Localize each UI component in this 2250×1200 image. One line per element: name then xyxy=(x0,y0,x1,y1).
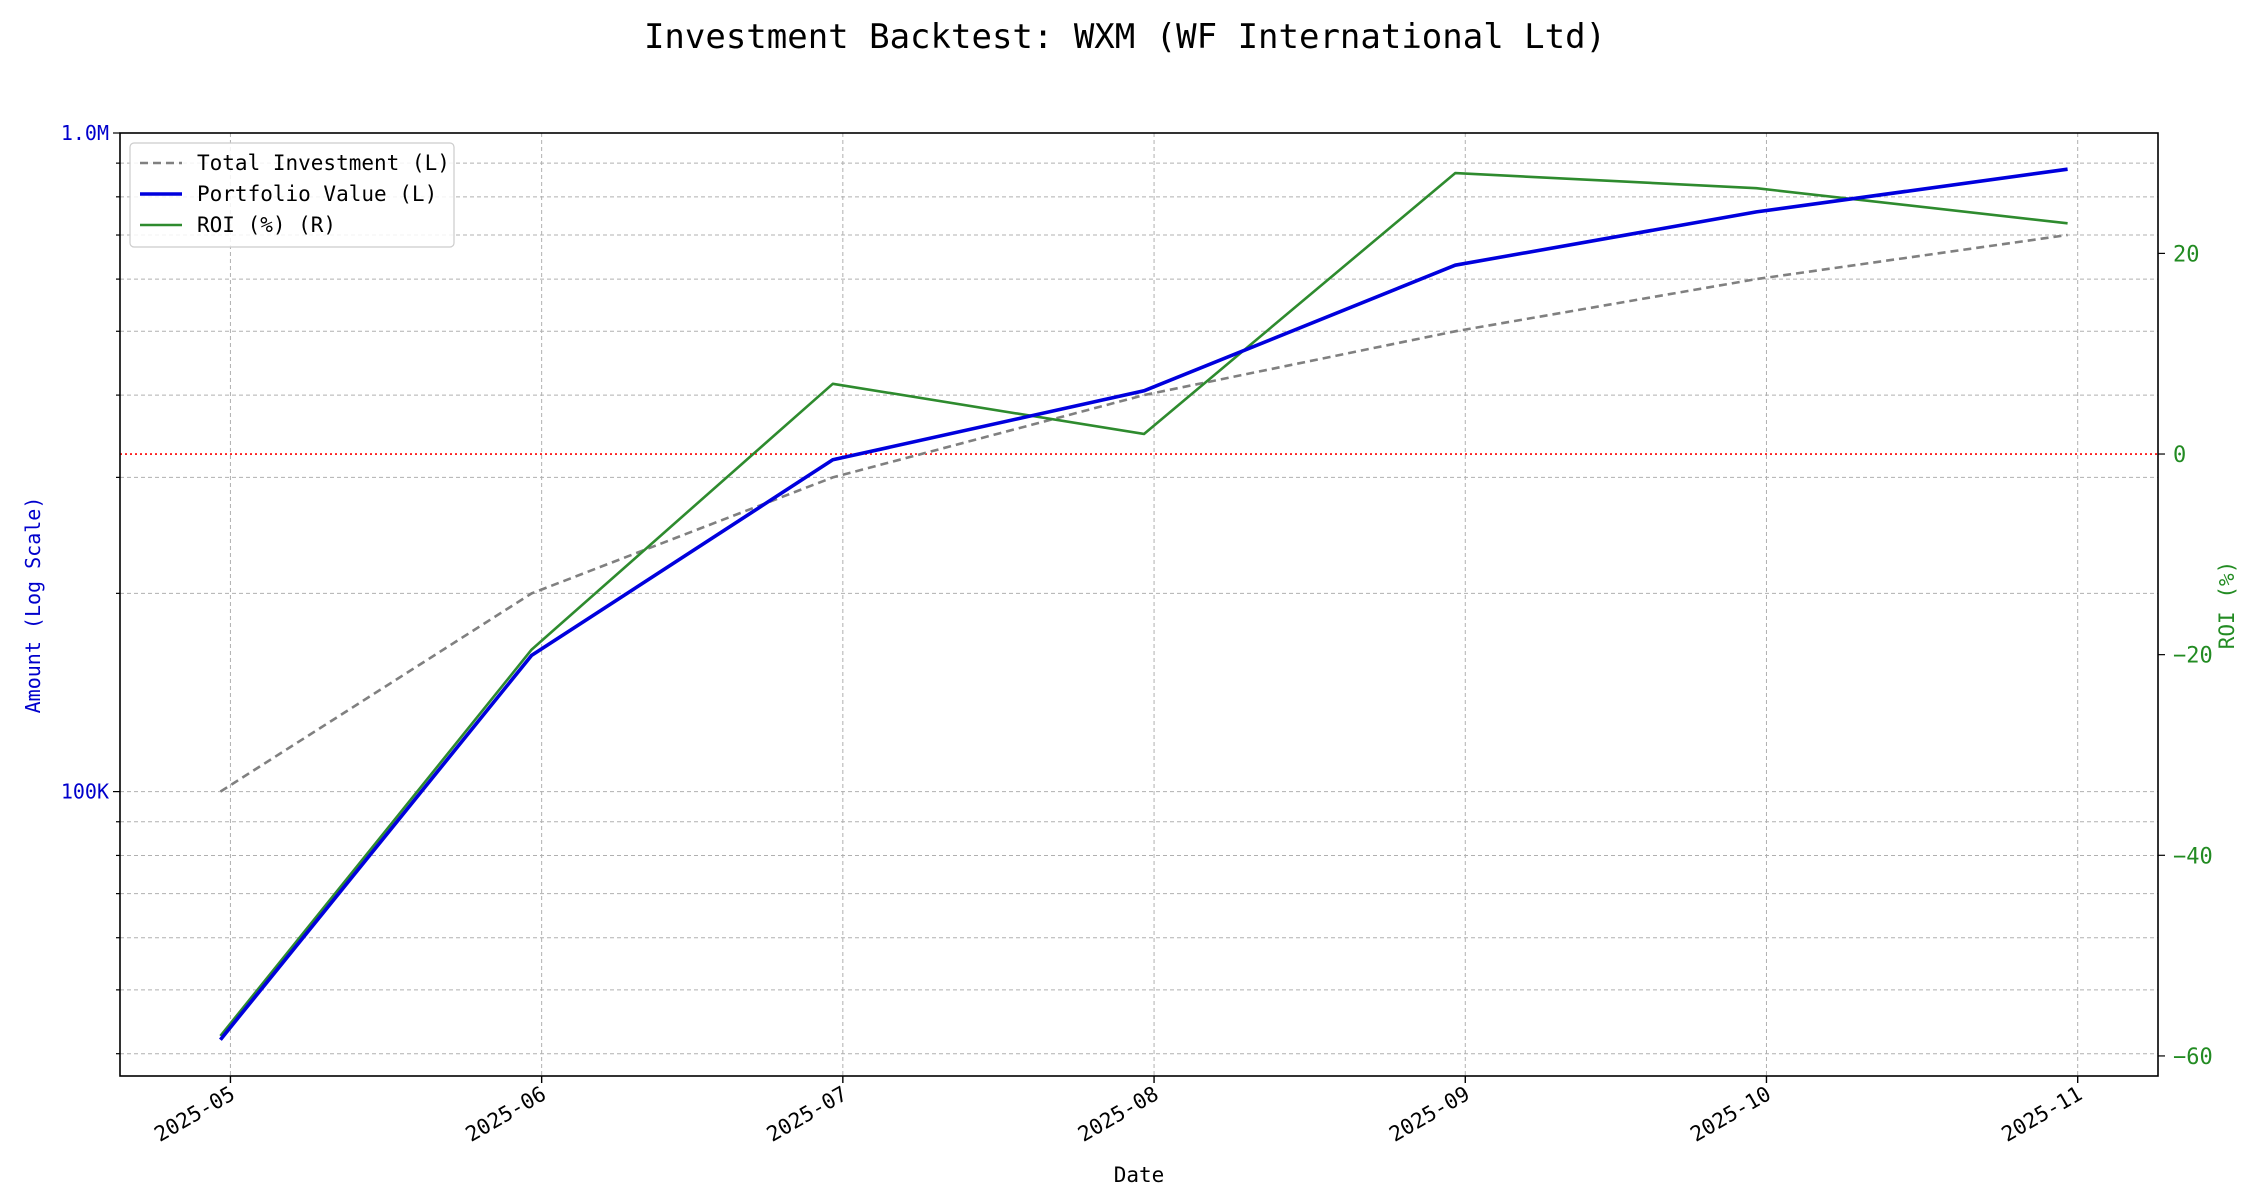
right-y-tick-label: 0 xyxy=(2173,443,2186,468)
left-y-axis-label: Amount (Log Scale) xyxy=(21,497,45,714)
right-y-tick-label: 20 xyxy=(2173,242,2200,267)
left-y-tick-label: 100K xyxy=(61,780,109,804)
series-line-total-investment-l xyxy=(219,233,2068,793)
x-tick-label: 2025-09 xyxy=(1385,1082,1474,1147)
x-axis: 2025-05 2025-06 2025-07 2025-08 2025-09 2025-… xyxy=(150,1076,2086,1147)
left-y-axis: 100K 1.0M xyxy=(61,121,120,1055)
series-line-portfolio-value-l xyxy=(219,167,2068,1041)
legend-label: ROI (%) (R) xyxy=(197,213,336,237)
left-y-tick-label: 1.0M xyxy=(61,121,109,145)
grid xyxy=(120,132,2158,1076)
right-y-tick-label: −20 xyxy=(2173,644,2213,669)
legend-box xyxy=(129,142,455,248)
series-lines xyxy=(219,167,2068,1041)
legend-label: Portfolio Value (L) xyxy=(197,182,437,206)
x-tick-label: 2025-06 xyxy=(461,1082,550,1147)
x-tick-label: 2025-08 xyxy=(1074,1082,1163,1147)
legend-label: Total Investment (L) xyxy=(197,151,450,175)
x-tick-label: 2025-10 xyxy=(1686,1082,1775,1147)
right-y-tick-label: −40 xyxy=(2173,844,2213,869)
right-y-axis: −60 −40 −20 0 20 xyxy=(2158,242,2213,1070)
series-line-roi-r xyxy=(219,171,2068,1037)
x-tick-label: 2025-05 xyxy=(150,1082,239,1147)
legend: Total Investment (L) Portfolio Value (L) R… xyxy=(129,142,455,248)
x-tick-label: 2025-07 xyxy=(763,1082,852,1147)
x-axis-label: Date xyxy=(1114,1163,1165,1187)
right-y-tick-label: −60 xyxy=(2173,1045,2213,1070)
plot-area-frame xyxy=(119,132,2159,1077)
x-tick-label: 2025-11 xyxy=(1998,1082,2087,1147)
chart-title: Investment Backtest: WXM (WF Internation… xyxy=(644,17,1606,57)
right-y-axis-label: ROI (%) xyxy=(2215,561,2239,650)
